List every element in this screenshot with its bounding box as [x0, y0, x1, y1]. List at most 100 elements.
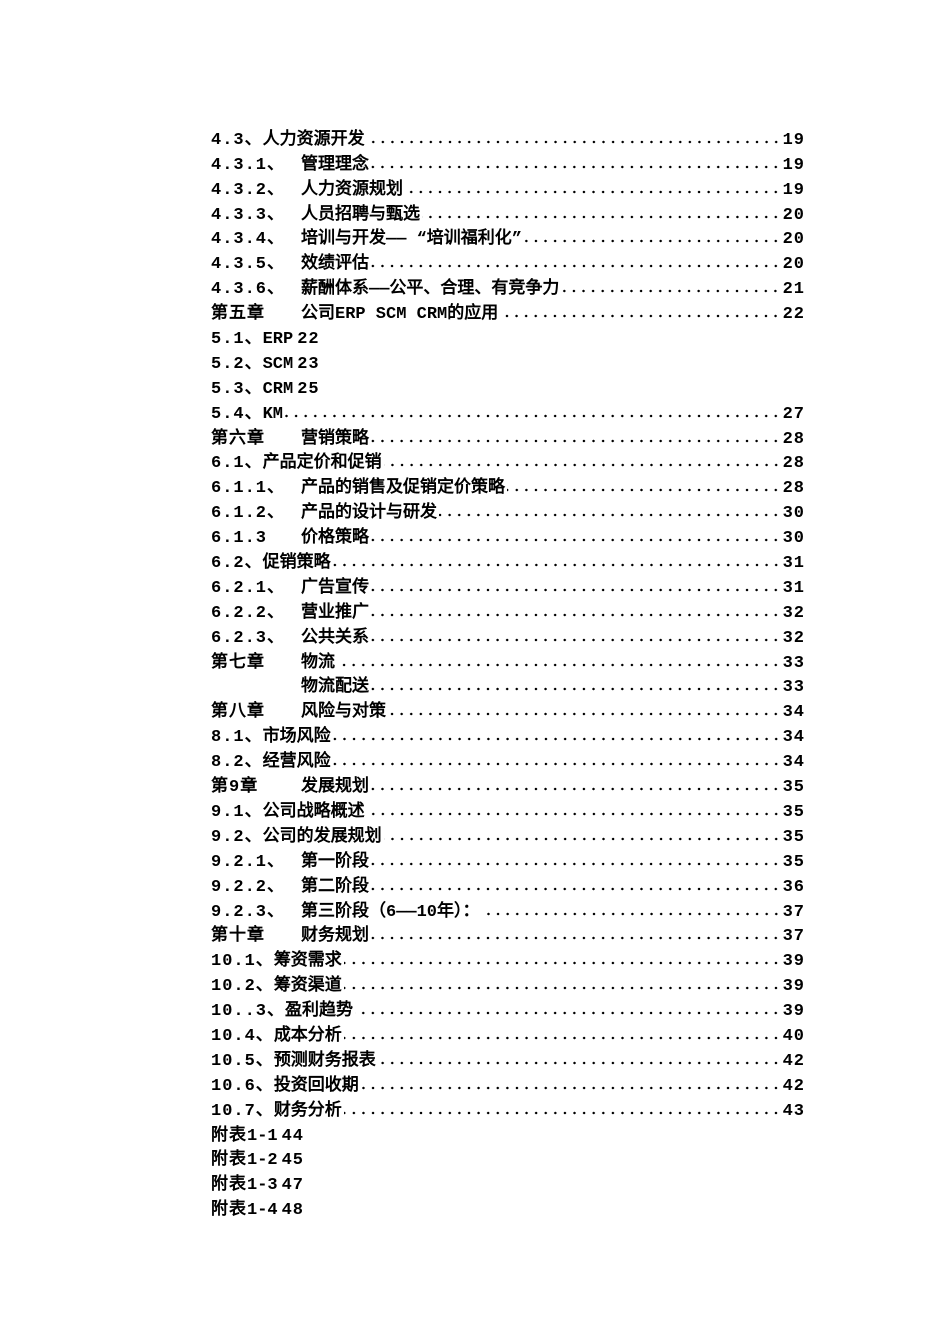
toc-entry-number: 5.1、	[211, 330, 263, 350]
toc-entry-title: ERP	[262, 330, 294, 350]
toc-entry[interactable]: 4.3、 人力资源开发 19	[211, 125, 805, 150]
toc-entry[interactable]: 5.1、 ERP 22	[211, 324, 805, 349]
toc-entry[interactable]: 附表 1-1 44	[211, 1121, 805, 1146]
toc-entry[interactable]: 6.2.2、 营业推广 32	[211, 598, 805, 623]
toc-entry[interactable]: 附表 1-2 45	[211, 1146, 805, 1171]
toc-entry-title: 第一阶段	[301, 852, 369, 872]
toc-entry-title: 产品的销售及促销定价策略	[301, 479, 505, 499]
toc-entry-page: 37	[782, 902, 805, 922]
dot-leader	[371, 586, 781, 593]
toc-entry-number: 附表	[211, 1176, 247, 1196]
toc-entry[interactable]: 4.3.6、 薪酬体系——公平、合理、有竞争力 21	[211, 274, 805, 299]
toc-entry[interactable]: 6.1.1、 产品的销售及促销定价策略 28	[211, 473, 805, 498]
toc-entry-page: 39	[782, 977, 805, 997]
toc-entry[interactable]: 5.3、 CRM 25	[211, 374, 805, 399]
toc-entry[interactable]: 4.3.3、 人员招聘与甄选 20	[211, 200, 805, 225]
toc-entry[interactable]: 9.2.3、 第三阶段（6——10年）： 37	[211, 897, 805, 922]
toc-entry[interactable]: 第五章 公司ERP SCM CRM的应用 22	[211, 299, 805, 324]
dot-leader	[332, 761, 781, 768]
toc-entry-number: 4.3、	[211, 130, 263, 150]
dot-leader	[360, 1084, 781, 1091]
toc-entry-title: 物流	[301, 653, 335, 673]
toc-entry-number: 附表	[211, 1151, 247, 1171]
toc-entry-page: 20	[782, 255, 805, 275]
toc-entry-page: 31	[782, 554, 805, 574]
dot-leader	[371, 437, 781, 444]
toc-entry-title: 产品定价和促销	[262, 454, 382, 474]
toc-entry[interactable]: 8.1、 市场风险 34	[211, 722, 805, 747]
toc-entry-number: 6.2.2、	[211, 603, 286, 623]
toc-entry-page: 30	[782, 504, 805, 524]
toc-entry[interactable]: 10.1、 筹资需求 39	[211, 946, 805, 971]
toc-entry[interactable]: 第六章 营销策略 28	[211, 424, 805, 449]
dot-leader	[371, 636, 781, 643]
toc-entry[interactable]: 9.1、 公司战略概述 35	[211, 797, 805, 822]
dot-leader	[371, 885, 781, 892]
toc-entry[interactable]: 10.5、 预测财务报表 42	[211, 1046, 805, 1071]
toc-entry-title: 公司的发展规划	[262, 827, 382, 847]
toc-entry[interactable]: 10.4、 成本分析 40	[211, 1021, 805, 1046]
toc-entry[interactable]: 9.2.2、 第二阶段 36	[211, 872, 805, 897]
toc-entry-page: 19	[782, 130, 805, 150]
toc-entry[interactable]: 5.2、 SCM 23	[211, 349, 805, 374]
toc-entry-title: 第二阶段	[301, 877, 369, 897]
toc-entry[interactable]: 附表 1-3 47	[211, 1170, 805, 1195]
toc-entry[interactable]: 10..3、 盈利趋势 39	[211, 996, 805, 1021]
toc-entry-title: 产品的设计与研发	[301, 504, 437, 524]
toc-entry-number: 第七章	[211, 653, 265, 673]
toc-entry[interactable]: 第七章 物流 33	[211, 648, 805, 673]
dot-leader	[383, 835, 781, 842]
toc-entry-page: 37	[782, 927, 805, 947]
toc-entry-number: 6.1.1、	[211, 479, 286, 499]
toc-entry-page: 42	[782, 1076, 805, 1096]
toc-entry[interactable]: 附表 1-4 48	[211, 1195, 805, 1220]
toc-entry-number: 4.3.2、	[211, 180, 286, 200]
toc-entry[interactable]: 10.2、 筹资渠道 39	[211, 971, 805, 996]
toc-entry[interactable]: 第十章 财务规划 37	[211, 922, 805, 947]
dot-leader	[332, 736, 781, 743]
toc-entry-number: 6.2.1、	[211, 578, 286, 598]
toc-entry[interactable]: 6.1.3 价格策略 30	[211, 523, 805, 548]
toc-entry[interactable]: 9.2、 公司的发展规划 35	[211, 822, 805, 847]
toc-entry-title: 第三阶段（6——10年）：	[301, 902, 480, 922]
toc-entry-title: 1-2	[247, 1151, 278, 1171]
toc-entry-number: 10.2、	[211, 977, 274, 997]
toc-entry-page: 33	[782, 653, 805, 673]
toc-entry[interactable]: 物流配送 33	[211, 673, 805, 697]
dot-leader	[439, 512, 781, 519]
toc-entry-page: 22	[297, 330, 320, 350]
toc-entry[interactable]: 6.2.3、 公共关系 32	[211, 623, 805, 648]
toc-entry-number: 9.2.1、	[211, 852, 286, 872]
toc-entry[interactable]: 10.7、 财务分析 43	[211, 1096, 805, 1121]
toc-entry[interactable]: 5.4、 KM 27	[211, 399, 805, 424]
toc-entry[interactable]: 第八章 风险与对策 34	[211, 697, 805, 722]
dot-leader	[371, 935, 781, 942]
toc-entry-title: 市场风险	[262, 728, 331, 748]
dot-leader	[343, 985, 781, 992]
toc-entry[interactable]: 6.1.2、 产品的设计与研发 30	[211, 498, 805, 523]
toc-entry[interactable]: 4.3.4、 培训与开发—— “培训福利化” 20	[211, 225, 805, 249]
toc-entry[interactable]: 6.1、 产品定价和促销 28	[211, 449, 805, 474]
toc-entry-title: 人力资源开发	[262, 130, 365, 150]
toc-entry[interactable]: 6.2.1、 广告宣传 31	[211, 573, 805, 598]
dot-leader	[371, 537, 781, 544]
toc-entry[interactable]: 第9章 发展规划 35	[211, 772, 805, 797]
toc-entry-page: 34	[782, 703, 805, 723]
toc-entry-number: 10.7、	[211, 1101, 274, 1121]
toc-entry-page: 42	[782, 1051, 805, 1071]
toc-entry-page: 35	[782, 778, 805, 798]
toc-entry-number: 6.2、	[211, 554, 263, 574]
dot-leader	[366, 810, 781, 817]
toc-entry[interactable]: 4.3.1、 管理理念 19	[211, 150, 805, 175]
toc-entry-page: 34	[782, 753, 805, 773]
toc-entry-title: 公司战略概述	[262, 802, 365, 822]
toc-entry[interactable]: 10.6、 投资回收期 42	[211, 1071, 805, 1096]
toc-entry[interactable]: 8.2、 经营风险 34	[211, 747, 805, 772]
toc-entry-title: 公共关系	[301, 628, 369, 648]
toc-entry[interactable]: 6.2、 促销策略 31	[211, 548, 805, 573]
toc-entry[interactable]: 9.2.1、 第一阶段 35	[211, 847, 805, 872]
toc-entry[interactable]: 4.3.2、 人力资源规划 19	[211, 175, 805, 200]
toc-entry[interactable]: 4.3.5、 效绩评估 20	[211, 249, 805, 274]
toc-entry-page: 25	[297, 379, 320, 399]
toc-entry-page: 44	[281, 1126, 305, 1146]
